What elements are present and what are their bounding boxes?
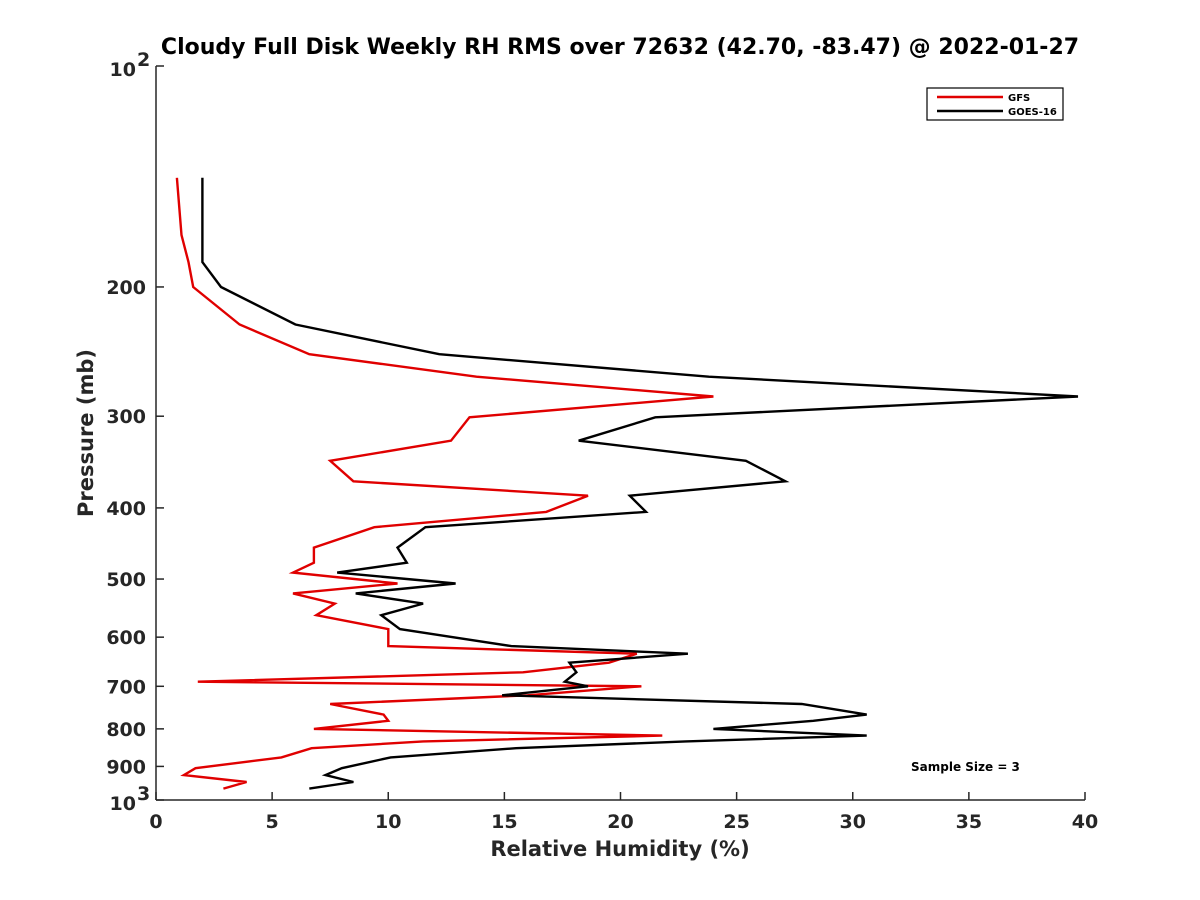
x-tick-label: 10 [375,811,401,833]
series-line-gfs [175,177,714,790]
x-tick-label: 35 [956,811,982,833]
legend-box [926,87,1064,121]
y-decade-exponent: 3 [137,783,150,805]
x-tick-label: 0 [149,811,162,833]
y-tick-label: 500 [106,569,146,591]
x-tick-label: 25 [723,811,749,833]
y-tick-label: 600 [106,627,146,649]
y-tick-label: 700 [106,676,146,698]
y-tick-label: 400 [106,498,146,520]
y-decade-label: 10 [110,793,136,815]
x-tick-label: 5 [266,811,279,833]
legend-label-goes16: GOES-16 [1008,107,1057,118]
plot-area: 0 5 10 15 20 25 30 35 40 200 300 400 500 600 700 800 900… [106,49,1098,833]
y-decade-exponent: 2 [137,49,150,71]
y-tick-label: 900 [106,756,146,778]
y-tick-label: 800 [106,719,146,741]
y-tick-label: 300 [106,406,146,428]
legend-label-gfs: GFS [1008,93,1030,104]
y-decade-label: 10 [110,59,136,81]
sample-size-annotation: Sample Size = 3 [911,760,1020,774]
series-line-goes16 [201,177,1079,790]
x-tick-label: 30 [840,811,866,833]
x-tick-label: 40 [1072,811,1098,833]
y-tick-label: 200 [106,277,146,299]
y-axis-label: Pressure (mb) [74,349,98,517]
x-tick-label: 15 [491,811,517,833]
x-axis-label: Relative Humidity (%) [490,837,749,861]
legend: GFS GOES-16 [926,87,1064,121]
x-tick-label: 20 [607,811,633,833]
chart-title: Cloudy Full Disk Weekly RH RMS over 7263… [161,35,1079,60]
